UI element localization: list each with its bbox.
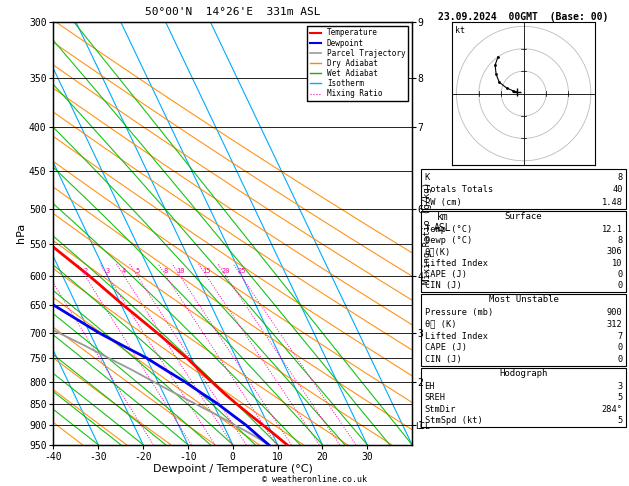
Text: Temp (°C): Temp (°C) [425, 225, 472, 234]
Text: © weatheronline.co.uk: © weatheronline.co.uk [262, 474, 367, 484]
Text: 25: 25 [237, 268, 246, 274]
Text: 8: 8 [164, 268, 168, 274]
Text: CAPE (J): CAPE (J) [425, 343, 467, 352]
Text: Totals Totals: Totals Totals [425, 185, 493, 194]
Text: 12.1: 12.1 [602, 225, 623, 234]
Text: kt: kt [455, 26, 465, 35]
Legend: Temperature, Dewpoint, Parcel Trajectory, Dry Adiabat, Wet Adiabat, Isotherm, Mi: Temperature, Dewpoint, Parcel Trajectory… [308, 26, 408, 101]
Text: 900: 900 [607, 308, 623, 317]
Text: 0: 0 [618, 355, 623, 364]
Text: 0: 0 [618, 281, 623, 290]
Text: Pressure (mb): Pressure (mb) [425, 308, 493, 317]
Text: Surface: Surface [505, 212, 542, 221]
Text: CAPE (J): CAPE (J) [425, 270, 467, 279]
Text: 3: 3 [106, 268, 110, 274]
Text: 50°00'N  14°26'E  331m ASL: 50°00'N 14°26'E 331m ASL [145, 7, 321, 17]
Text: CIN (J): CIN (J) [425, 355, 461, 364]
Text: 3: 3 [618, 382, 623, 391]
Text: CIN (J): CIN (J) [425, 281, 461, 290]
Text: SREH: SREH [425, 394, 445, 402]
Text: Hodograph: Hodograph [499, 369, 548, 378]
Text: 40: 40 [612, 185, 623, 194]
Text: 15: 15 [203, 268, 211, 274]
Text: 306: 306 [607, 247, 623, 257]
Text: Mixing Ratio (g/kg): Mixing Ratio (g/kg) [423, 182, 432, 284]
Text: Lifted Index: Lifted Index [425, 331, 487, 341]
Text: Dewp (°C): Dewp (°C) [425, 236, 472, 245]
Text: 0: 0 [618, 343, 623, 352]
Text: K: K [425, 173, 430, 182]
Text: 5: 5 [618, 416, 623, 425]
Text: Most Unstable: Most Unstable [489, 295, 559, 304]
Text: 7: 7 [618, 331, 623, 341]
Text: θᴄ(K): θᴄ(K) [425, 247, 451, 257]
Text: 0: 0 [618, 270, 623, 279]
Text: 284°: 284° [602, 405, 623, 414]
Text: 2: 2 [83, 268, 87, 274]
Text: 10: 10 [612, 259, 623, 268]
Y-axis label: km
ASL: km ASL [434, 212, 452, 233]
Text: 5: 5 [135, 268, 140, 274]
Text: PW (cm): PW (cm) [425, 198, 461, 207]
Text: 4: 4 [122, 268, 126, 274]
X-axis label: Dewpoint / Temperature (°C): Dewpoint / Temperature (°C) [153, 465, 313, 474]
Text: 5: 5 [618, 394, 623, 402]
Text: StmSpd (kt): StmSpd (kt) [425, 416, 482, 425]
Text: 312: 312 [607, 320, 623, 329]
Text: 23.09.2024  00GMT  (Base: 00): 23.09.2024 00GMT (Base: 00) [438, 12, 609, 22]
Y-axis label: hPa: hPa [16, 223, 26, 243]
Text: θᴄ (K): θᴄ (K) [425, 320, 456, 329]
Text: 1.48: 1.48 [602, 198, 623, 207]
Text: 8: 8 [618, 173, 623, 182]
Text: 20: 20 [222, 268, 230, 274]
Text: 8: 8 [618, 236, 623, 245]
Text: Lifted Index: Lifted Index [425, 259, 487, 268]
Text: 10: 10 [176, 268, 184, 274]
Text: LCL: LCL [415, 422, 430, 432]
Text: EH: EH [425, 382, 435, 391]
Text: StmDir: StmDir [425, 405, 456, 414]
